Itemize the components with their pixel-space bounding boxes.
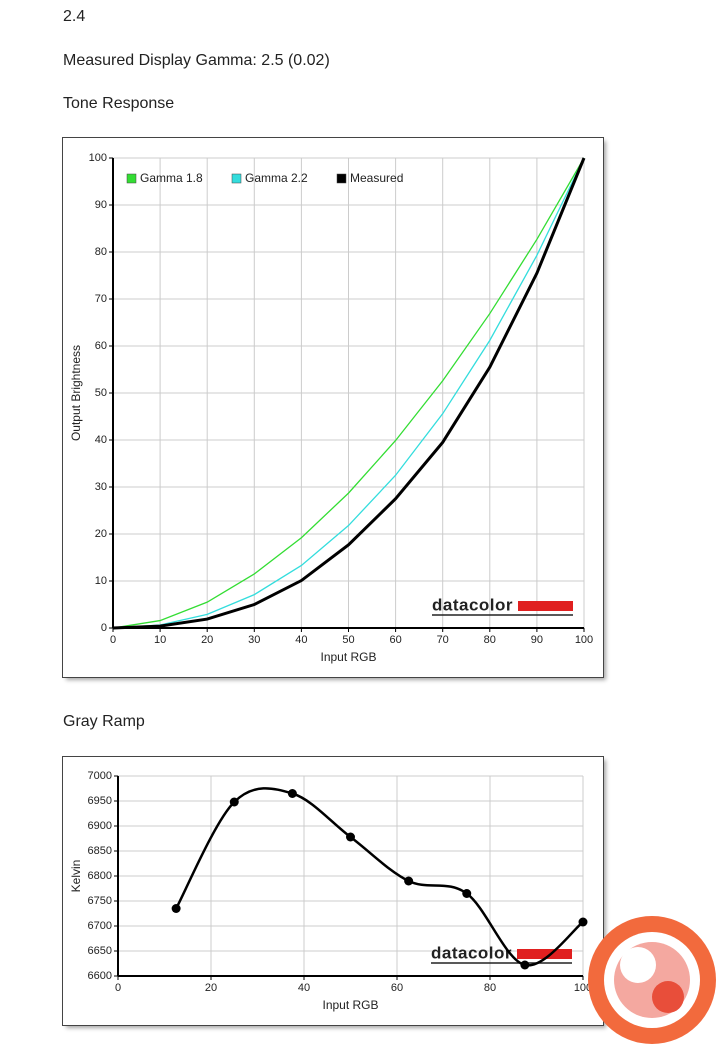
y-tick-label: 7000 [88,770,112,782]
y-tick-label: 90 [95,199,107,211]
y-tick-label: 70 [95,293,107,305]
x-tick-label: 30 [248,634,260,646]
y-tick-label: 6650 [88,945,112,957]
y-tick-label: 40 [95,434,107,446]
x-tick-label: 40 [295,634,307,646]
x-tick-label: 0 [115,982,121,994]
data-point [578,917,588,927]
series-line [112,157,586,630]
gray-ramp-chart: 6600 6650 6700 6750 6800 6850 6900 6950 7000 0 20 4… [62,756,604,1026]
x-tick-label: 60 [389,634,401,646]
data-point [287,789,297,798]
y-tick-label: 6750 [88,895,112,907]
x-tick-label: 50 [342,634,354,646]
series-line [112,157,585,629]
y-tick-label: 6850 [88,845,112,857]
series-line [112,157,585,629]
x-tick-label: 90 [531,634,543,646]
y-tick-label: 60 [95,340,107,352]
x-axis-label: Input RGB [320,650,376,664]
data-point [520,960,530,970]
y-axis-label: Kelvin [69,860,83,893]
x-tick-label: 20 [201,634,213,646]
logo-bar [517,949,572,959]
y-tick-label: 6900 [88,820,112,832]
x-tick-label: 20 [205,982,217,994]
legend-label: Gamma 2.2 [245,171,308,185]
x-tick-label: 100 [574,982,592,994]
x-tick-label: 40 [298,982,310,994]
x-tick-label: 60 [391,982,403,994]
legend-swatch [231,173,242,184]
y-tick-label: 0 [101,622,107,634]
legend-swatch [336,173,347,184]
y-tick-label: 6700 [88,920,112,932]
tone-response-chart: 0 10 20 30 40 50 60 70 80 90 100 0 10 20 30 40 50 60 70 80 9… [62,137,604,678]
data-point [229,797,239,807]
logo-text: datacolor [431,943,512,962]
legend-label: Measured [350,171,403,185]
measured-gamma: Measured Display Gamma: 2.5 (0.02) [63,52,330,69]
series-line [175,787,584,967]
y-tick-label: 30 [95,481,107,493]
legend-swatch [126,173,137,184]
x-tick-label: 70 [437,634,449,646]
y-tick-label: 80 [95,246,107,258]
y-tick-label: 10 [95,575,107,587]
logo-bar [518,601,573,611]
site-logo [588,916,716,1044]
x-tick-label: 10 [154,634,166,646]
data-point [171,904,181,913]
data-point [462,889,472,898]
y-tick-label: 6950 [88,795,112,807]
data-point [346,832,355,842]
section-title: Gray Ramp [63,713,145,730]
section-title: Tone Response [63,95,175,112]
gamma-target: 2.4 [63,8,86,25]
y-tick-label: 100 [89,152,107,164]
y-tick-label: 20 [95,528,107,540]
x-tick-label: 0 [110,634,116,646]
y-tick-label: 6600 [88,970,112,982]
logo-text: datacolor [432,595,513,614]
x-tick-label: 100 [575,634,593,646]
data-point [404,876,414,886]
x-tick-label: 80 [484,634,496,646]
legend-label: Gamma 1.8 [140,171,203,185]
x-axis-label: Input RGB [322,998,378,1012]
y-tick-label: 50 [95,387,107,399]
x-tick-label: 80 [484,982,496,994]
y-tick-label: 6800 [88,870,112,882]
y-axis-label: Output Brightness [69,345,83,441]
